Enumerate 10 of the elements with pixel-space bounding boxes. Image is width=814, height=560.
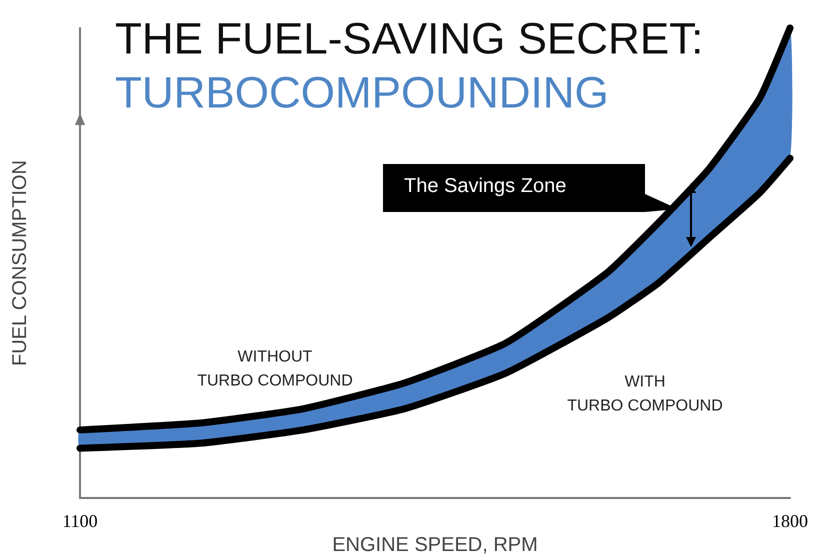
chart-title: THE FUEL-SAVING SECRET: xyxy=(115,14,704,64)
y-axis-title: FUEL CONSUMPTION xyxy=(9,160,31,366)
annotation: The Savings Zone xyxy=(404,175,566,198)
series-label: WITH TURBO COMPOUND xyxy=(567,374,723,414)
text: TURBOCOMPOUNDING xyxy=(115,68,609,118)
x-tick-label: 1100 xyxy=(62,511,98,532)
series-label: WITHOUT TURBO COMPOUND xyxy=(197,348,353,390)
x-axis-title: ENGINE SPEED, RPM xyxy=(332,534,538,556)
x-tick-label: 1800 xyxy=(772,511,808,532)
callout-box: The Savings Zone xyxy=(383,164,678,212)
